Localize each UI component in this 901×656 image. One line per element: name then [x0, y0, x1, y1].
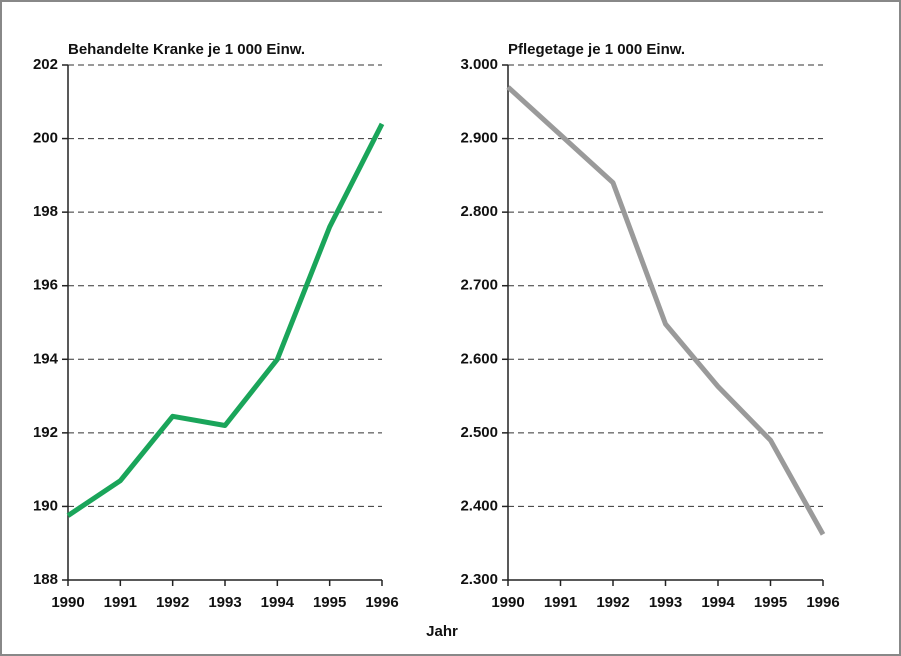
- x-tick-label: 1991: [544, 594, 577, 611]
- y-tick-label: 192: [33, 424, 58, 441]
- y-tick-label: 3.000: [460, 56, 498, 73]
- x-tick-label: 1990: [51, 594, 84, 611]
- x-tick-label: 1995: [754, 594, 787, 611]
- x-tick-label: 1993: [208, 594, 241, 611]
- x-tick-label: 1991: [104, 594, 137, 611]
- x-tick-label: 1994: [261, 594, 295, 611]
- x-axis-label: Jahr: [426, 623, 458, 640]
- x-tick-label: 1992: [596, 594, 629, 611]
- y-tick-label: 2.700: [460, 277, 498, 294]
- chart-title: Behandelte Kranke je 1 000 Einw.: [68, 41, 305, 58]
- y-tick-label: 188: [33, 571, 58, 588]
- y-tick-label: 2.800: [460, 203, 498, 220]
- y-tick-label: 200: [33, 130, 58, 147]
- line-series: [66, 122, 385, 518]
- x-tick-label: 1992: [156, 594, 189, 611]
- x-tick-label: 1990: [491, 594, 524, 611]
- x-tick-label: 1995: [313, 594, 346, 611]
- x-tick-label: 1996: [365, 594, 398, 611]
- line-series: [506, 85, 826, 536]
- y-tick-label: 198: [33, 203, 58, 220]
- y-tick-label: 2.500: [460, 424, 498, 441]
- y-tick-label: 194: [33, 350, 59, 367]
- y-tick-label: 2.900: [460, 130, 498, 147]
- y-tick-label: 190: [33, 497, 58, 514]
- y-tick-label: 2.300: [460, 571, 498, 588]
- x-tick-label: 1993: [649, 594, 682, 611]
- y-tick-label: 2.400: [460, 497, 498, 514]
- x-tick-label: 1994: [701, 594, 735, 611]
- y-tick-label: 2.600: [460, 350, 498, 367]
- y-tick-label: 196: [33, 277, 58, 294]
- x-tick-label: 1996: [806, 594, 839, 611]
- chart-title: Pflegetage je 1 000 Einw.: [508, 41, 685, 58]
- y-tick-label: 202: [33, 56, 58, 73]
